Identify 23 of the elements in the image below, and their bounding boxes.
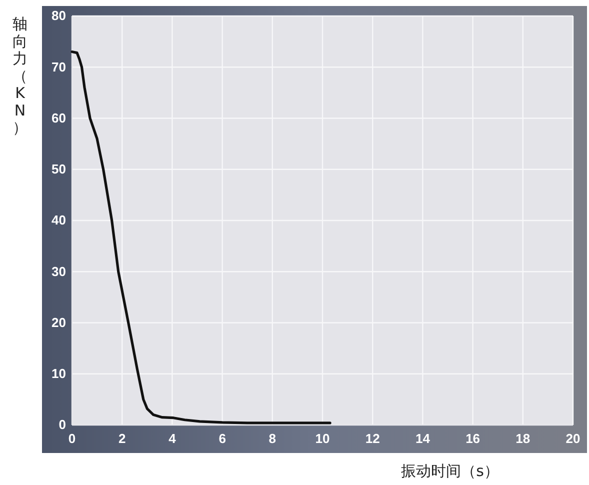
y-tick-label: 40 <box>52 212 66 228</box>
x-tick-label: 4 <box>168 431 177 446</box>
y-tick-label: 80 <box>52 8 66 24</box>
y-tick-label: 50 <box>52 162 66 177</box>
x-tick-label: 2 <box>118 431 126 446</box>
x-axis-title: 振动时间（s） <box>401 462 499 480</box>
x-tick-label: 14 <box>415 431 431 446</box>
x-tick-label: 20 <box>566 431 580 446</box>
x-tick-label: 12 <box>365 431 380 446</box>
y-tick-label: 70 <box>52 59 66 74</box>
x-tick-label: 16 <box>466 431 480 446</box>
y-axis-title: 轴向力（KN） <box>12 15 28 136</box>
y-tick-label: 0 <box>58 417 66 432</box>
line-series <box>70 50 332 424</box>
y-tick-label: 10 <box>52 366 66 382</box>
y-tick-label: 30 <box>52 264 66 279</box>
y-tick-label: 20 <box>52 314 66 330</box>
x-tick-label: 0 <box>68 431 76 446</box>
x-tick-label: 10 <box>315 431 330 446</box>
x-tick-label: 8 <box>268 431 276 446</box>
x-tick-label: 18 <box>516 431 530 446</box>
y-tick-label: 60 <box>52 110 66 126</box>
x-tick-label: 6 <box>218 431 226 446</box>
